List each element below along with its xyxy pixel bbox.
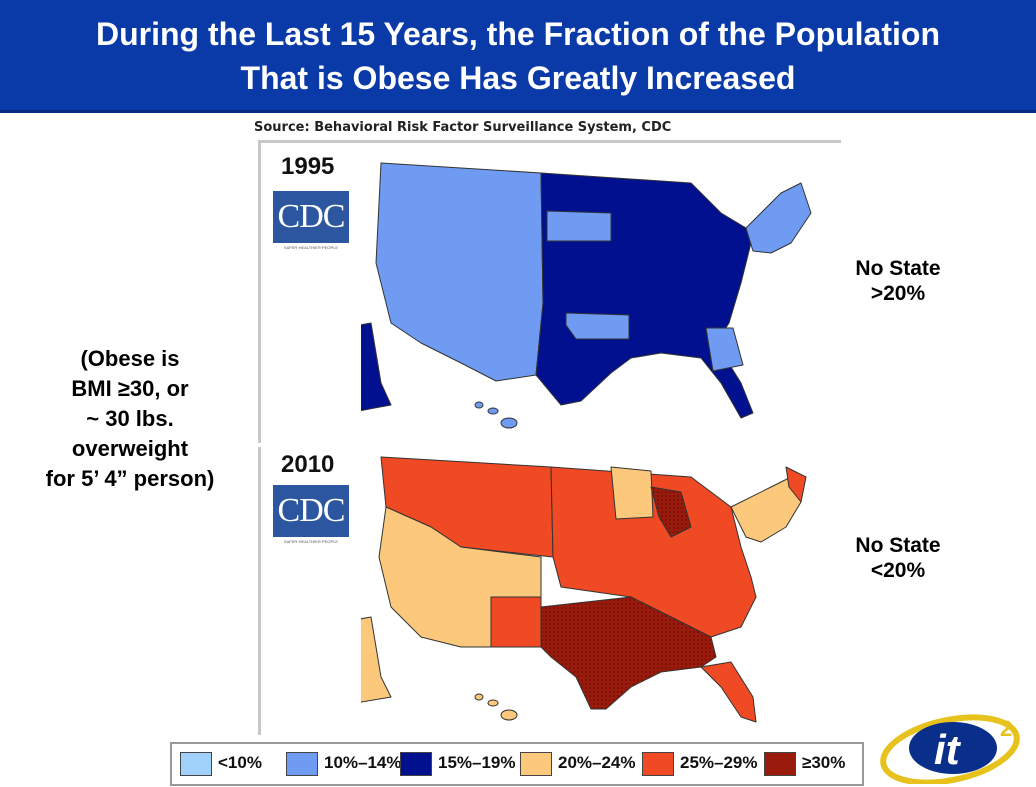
region-minnesota-2010 (610, 466, 654, 520)
annotation-1995: No State >20% (818, 256, 978, 306)
note-line-2: BMI ≥30, or (71, 376, 189, 401)
legend-swatch-20-24 (520, 752, 552, 776)
region-central-east-1995 (535, 172, 754, 419)
map-1995-panel: 1995 CDC SAFER·HEALTHIER·PEOPLE (258, 140, 841, 443)
region-south-2010 (540, 596, 717, 710)
source-note: Source: Behavioral Risk Factor Surveilla… (254, 120, 672, 135)
obesity-definition-note: (Obese is BMI ≥30, or ~ 30 lbs. overweig… (10, 344, 250, 494)
region-hawaii-1995 (500, 417, 518, 429)
region-new-mexico-2010 (490, 596, 542, 648)
legend-label-25-29: 25%–29% (680, 753, 758, 772)
legend-label-lt10: <10% (218, 753, 262, 772)
annotation-1995-line-1: No State (855, 257, 941, 280)
legend-label-gte30: ≥30% (802, 753, 846, 772)
note-line-4: overweight (71, 436, 189, 461)
legend-swatch-gte30 (764, 752, 796, 776)
map-1995-year: 1995 (281, 153, 335, 180)
cdc-logo-1995: CDC (273, 191, 349, 243)
title-line-1: During the Last 15 Years, the Fraction o… (96, 16, 940, 52)
it2-logo: it 2 (880, 714, 1020, 784)
region-michigan-2010 (650, 486, 692, 538)
map-legend: <10% 10%–14% 15%–19% 20%–24% 25%–29% ≥30… (170, 742, 864, 786)
region-oklahoma-1995 (565, 312, 630, 340)
region-alaska-1995 (361, 322, 392, 412)
title-banner: During the Last 15 Years, the Fraction o… (0, 0, 1036, 113)
annotation-2010-line-2: <20% (870, 559, 926, 582)
note-line-3: ~ 30 lbs. (86, 406, 174, 431)
region-hawaii-2010 (500, 709, 518, 721)
cdc-tagline-2010: SAFER·HEALTHIER·PEOPLE (283, 539, 339, 544)
region-georgia-1995 (705, 327, 744, 372)
region-florida-2010 (700, 661, 757, 723)
it2-logo-superscript: 2 (1000, 716, 1012, 741)
cdc-tagline-1995: SAFER·HEALTHIER·PEOPLE (283, 245, 339, 250)
map-2010-panel: 2010 CDC SAFER·HEALTHIER·PEOPLE (258, 447, 841, 735)
region-south-dakota-1995 (546, 210, 612, 242)
region-maine-2010 (785, 466, 807, 503)
annotation-2010-line-1: No State (855, 534, 941, 557)
title-line-2: That is Obese Has Greatly Increased (240, 60, 796, 96)
map-2010-svg (361, 456, 807, 723)
legend-swatch-lt10 (180, 752, 212, 776)
legend-label-10-14: 10%–14% (324, 753, 402, 772)
region-west-1995 (375, 162, 544, 382)
note-line-5: for 5’ 4” person) (45, 466, 215, 491)
map-2010-year: 2010 (281, 451, 335, 478)
note-line-1: (Obese is (80, 346, 180, 371)
region-northeast-2010 (730, 476, 802, 543)
annotation-2010: No State <20% (818, 533, 978, 583)
map-1995-svg (361, 162, 812, 429)
region-alaska-2010 (361, 616, 392, 703)
region-northeast-1995 (745, 182, 812, 254)
it2-logo-text: it (934, 726, 962, 773)
legend-swatch-15-19 (400, 752, 432, 776)
legend-swatch-25-29 (642, 752, 674, 776)
cdc-logo-2010: CDC (273, 485, 349, 537)
legend-swatch-10-14 (286, 752, 318, 776)
annotation-1995-line-2: >20% (870, 282, 926, 305)
legend-label-20-24: 20%–24% (558, 753, 636, 772)
legend-label-15-19: 15%–19% (438, 753, 516, 772)
